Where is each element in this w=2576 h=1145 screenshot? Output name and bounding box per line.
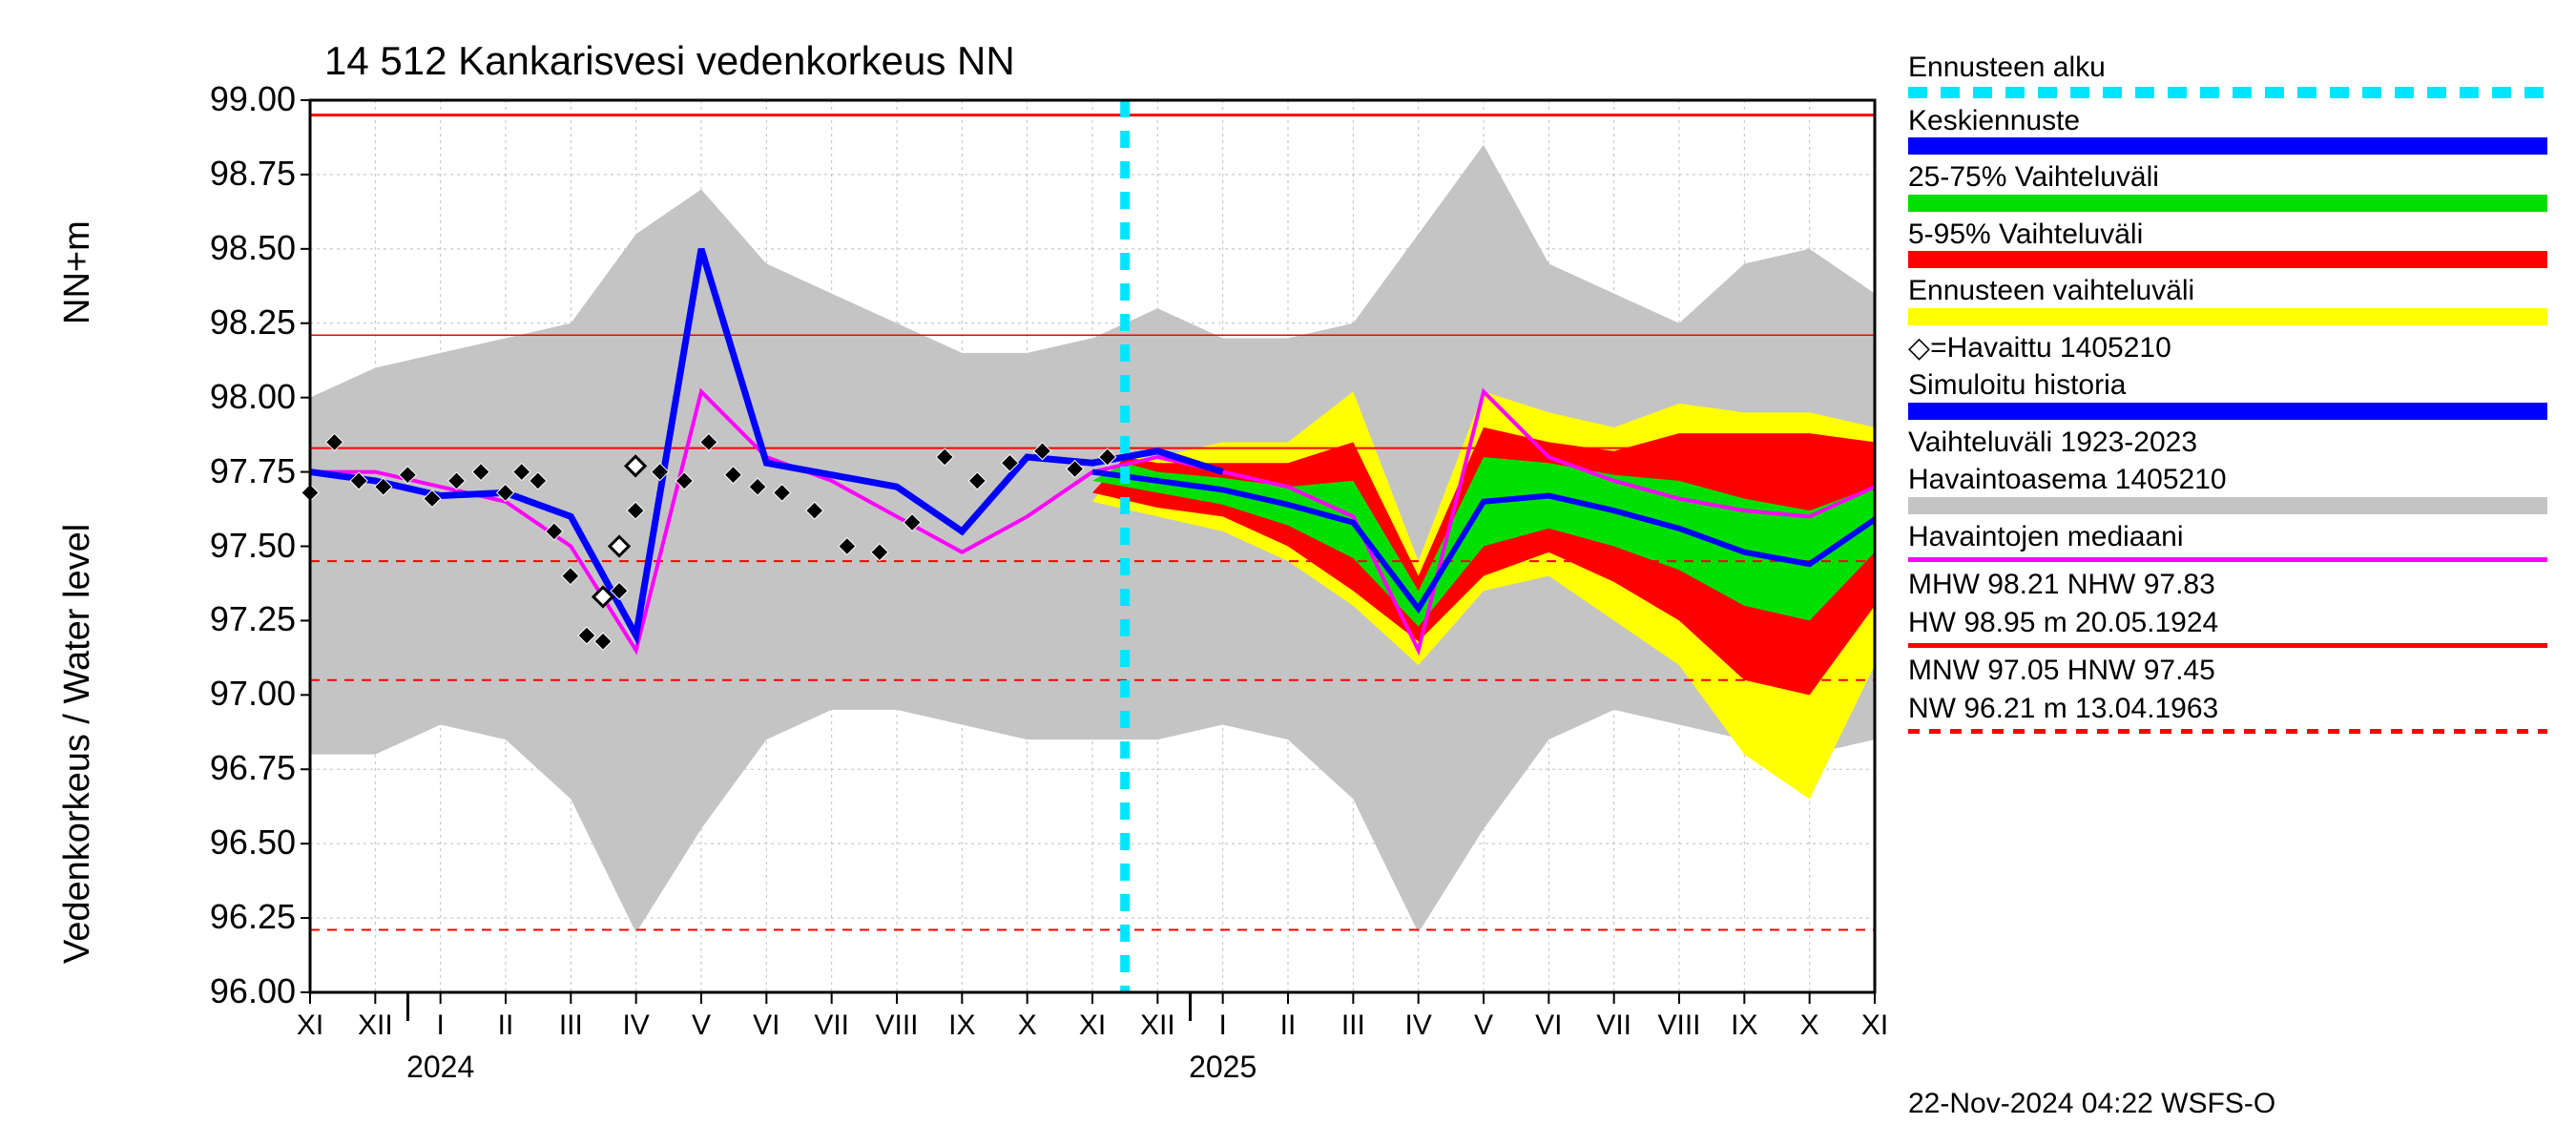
x-tick-month: VIII: [1657, 1010, 1700, 1042]
y-tick-label: 97.50: [138, 526, 296, 566]
legend-label: MHW 98.21 NHW 97.83: [1908, 570, 2547, 600]
legend-item: MNW 97.05 HNW 97.45: [1908, 656, 2547, 686]
legend-item: ◇=Havaittu 1405210: [1908, 333, 2547, 364]
x-tick-month: IX: [948, 1010, 975, 1042]
y-tick-label: 96.50: [138, 822, 296, 863]
x-year-label: 2025: [1189, 1050, 1257, 1085]
legend-item: Keskiennuste: [1908, 106, 2547, 156]
y-tick-label: 98.50: [138, 228, 296, 268]
x-tick-month: V: [692, 1010, 711, 1042]
x-tick-month: I: [436, 1010, 444, 1042]
x-tick-month: VII: [1596, 1010, 1631, 1042]
legend-item: Ennusteen alku: [1908, 52, 2547, 98]
x-tick-month: VI: [753, 1010, 779, 1042]
x-tick-month: III: [559, 1010, 583, 1042]
legend-item: 5-95% Vaihteluväli: [1908, 219, 2547, 269]
x-tick-month: IX: [1731, 1010, 1757, 1042]
legend-item: HW 98.95 m 20.05.1924: [1908, 608, 2547, 649]
legend-label: Simuloitu historia: [1908, 370, 2547, 401]
footer-timestamp: 22-Nov-2024 04:22 WSFS-O: [1908, 1088, 2275, 1120]
y-tick-label: 97.75: [138, 451, 296, 491]
x-tick-month: VII: [814, 1010, 849, 1042]
legend-label: Havaintojen mediaani: [1908, 522, 2547, 552]
legend-item: 25-75% Vaihteluväli: [1908, 162, 2547, 212]
legend-label: Vaihteluväli 1923-2023: [1908, 427, 2547, 458]
x-tick-month: X: [1018, 1010, 1037, 1042]
x-tick-month: I: [1218, 1010, 1226, 1042]
x-tick-month: XII: [1140, 1010, 1175, 1042]
y-tick-label: 96.25: [138, 897, 296, 937]
legend-item: Havaintojen mediaani: [1908, 522, 2547, 563]
legend-item: Vaihteluväli 1923-2023: [1908, 427, 2547, 458]
legend-label: Keskiennuste: [1908, 106, 2547, 136]
x-tick-month: XI: [1079, 1010, 1106, 1042]
y-tick-label: 98.00: [138, 377, 296, 417]
x-tick-month: III: [1341, 1010, 1365, 1042]
legend-label: Havaintoasema 1405210: [1908, 465, 2547, 495]
y-tick-label: 98.25: [138, 302, 296, 343]
legend-label: MNW 97.05 HNW 97.45: [1908, 656, 2547, 686]
legend-label: Ennusteen vaihteluväli: [1908, 276, 2547, 306]
x-tick-month: XII: [358, 1010, 393, 1042]
x-tick-month: IV: [622, 1010, 649, 1042]
legend-label: HW 98.95 m 20.05.1924: [1908, 608, 2547, 638]
x-tick-month: X: [1800, 1010, 1819, 1042]
x-tick-month: VIII: [875, 1010, 918, 1042]
legend-item: NW 96.21 m 13.04.1963: [1908, 694, 2547, 735]
x-tick-month: VI: [1535, 1010, 1562, 1042]
legend-item: Havaintoasema 1405210: [1908, 465, 2547, 514]
y-tick-label: 97.00: [138, 674, 296, 714]
legend-label: 25-75% Vaihteluväli: [1908, 162, 2547, 193]
legend-label: NW 96.21 m 13.04.1963: [1908, 694, 2547, 724]
chart-title: 14 512 Kankarisvesi vedenkorkeus NN: [324, 38, 1015, 84]
y-tick-label: 96.00: [138, 971, 296, 1011]
x-tick-month: XI: [1861, 1010, 1888, 1042]
legend-item: MHW 98.21 NHW 97.83: [1908, 570, 2547, 600]
x-year-label: 2024: [406, 1050, 474, 1085]
x-tick-month: II: [498, 1010, 514, 1042]
y-axis-label-lower: Vedenkorkeus / Water level: [57, 524, 98, 964]
x-tick-month: V: [1474, 1010, 1493, 1042]
legend-label: 5-95% Vaihteluväli: [1908, 219, 2547, 250]
y-tick-label: 98.75: [138, 154, 296, 194]
x-tick-month: II: [1280, 1010, 1297, 1042]
y-tick-label: 99.00: [138, 79, 296, 119]
y-axis-label-upper: NN+m: [57, 220, 98, 324]
y-tick-label: 96.75: [138, 748, 296, 788]
x-tick-month: IV: [1404, 1010, 1431, 1042]
x-tick-month: XI: [297, 1010, 323, 1042]
legend-item: Simuloitu historia: [1908, 370, 2547, 420]
legend: Ennusteen alku Keskiennuste 25-75% Vaihtel…: [1908, 52, 2547, 741]
water-level-chart: 14 512 Kankarisvesi vedenkorkeus NN Vede…: [0, 0, 2576, 1145]
y-tick-label: 97.25: [138, 599, 296, 639]
legend-item: Ennusteen vaihteluväli: [1908, 276, 2547, 325]
legend-label: Ennusteen alku: [1908, 52, 2547, 83]
legend-label: ◇=Havaittu 1405210: [1908, 333, 2547, 364]
